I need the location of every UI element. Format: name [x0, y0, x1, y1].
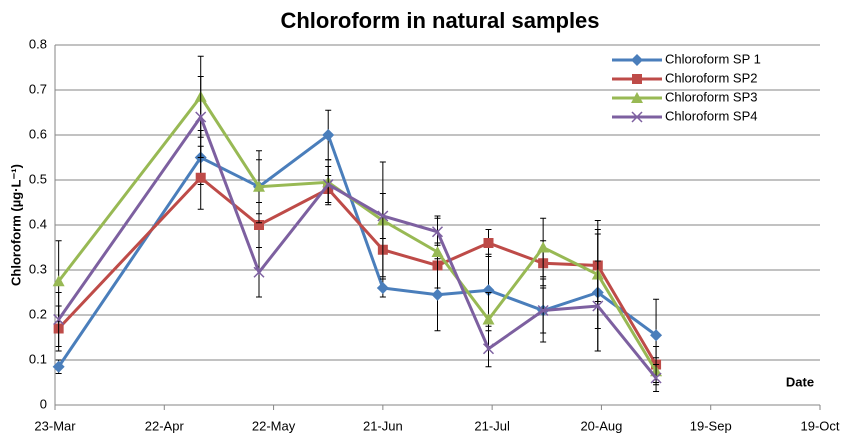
marker: [52, 275, 65, 287]
marker: [650, 329, 663, 342]
y-tick-label: 0.3: [29, 261, 47, 276]
x-tick-label: 22-Apr: [145, 418, 185, 433]
marker: [377, 210, 389, 222]
legend-label: Chloroform SP3: [665, 89, 757, 104]
y-tick-label: 0.2: [29, 306, 47, 321]
marker: [254, 220, 264, 230]
series-line: [57, 94, 658, 373]
marker: [322, 129, 335, 141]
marker: [253, 180, 265, 192]
marker: [632, 74, 642, 84]
legend-item: Chloroform SP2: [612, 70, 757, 85]
marker: [431, 288, 444, 301]
marker: [537, 241, 550, 253]
legend-label: Chloroform SP4: [665, 108, 757, 123]
marker: [631, 92, 643, 103]
marker: [537, 304, 549, 317]
y-tick-label: 0.5: [29, 171, 47, 186]
series-line: [57, 113, 658, 379]
x-tick-label: 20-Aug: [580, 418, 622, 433]
x-tick-label: 23-Mar: [34, 418, 76, 433]
marker: [52, 360, 65, 373]
y-tick-label: 0: [40, 396, 47, 411]
marker: [253, 266, 265, 278]
marker: [482, 343, 495, 355]
annotation: Date: [786, 374, 814, 389]
legend-item: Chloroform SP4: [612, 108, 757, 123]
legend-label: Chloroform SP 1: [665, 51, 761, 66]
marker: [322, 178, 334, 191]
marker: [483, 238, 494, 248]
marker: [431, 246, 444, 257]
marker: [631, 54, 643, 66]
marker: [195, 172, 206, 183]
marker: [53, 313, 65, 326]
marker: [650, 372, 662, 384]
marker: [631, 111, 643, 123]
series-line: [57, 132, 657, 368]
y-tick-label: 0.1: [29, 351, 47, 366]
marker: [482, 313, 495, 325]
y-tick-label: 0.4: [29, 216, 47, 231]
chart-title: Chloroform in natural samples: [280, 8, 599, 33]
marker: [376, 282, 389, 294]
x-tick-label: 21-Jul: [474, 418, 510, 433]
marker: [592, 300, 604, 312]
y-tick-label: 0.7: [29, 81, 47, 96]
marker: [482, 284, 495, 297]
legend-item: Chloroform SP 1: [612, 51, 761, 66]
x-tick-label: 19-Sep: [690, 418, 732, 433]
x-tick-label: 21-Jun: [363, 418, 403, 433]
marker: [195, 111, 207, 123]
legend-item: Chloroform SP3: [612, 89, 757, 104]
marker: [431, 226, 444, 238]
y-tick-label: 0.6: [29, 126, 47, 141]
legend-label: Chloroform SP2: [665, 70, 757, 85]
x-tick-label: 19-Oct: [800, 418, 839, 433]
x-tick-label: 22-May: [252, 418, 296, 433]
series-line: [57, 175, 658, 366]
y-tick-label: 0.8: [29, 36, 47, 51]
y-axis-label: Chloroform (µg·L⁻¹): [8, 164, 23, 286]
